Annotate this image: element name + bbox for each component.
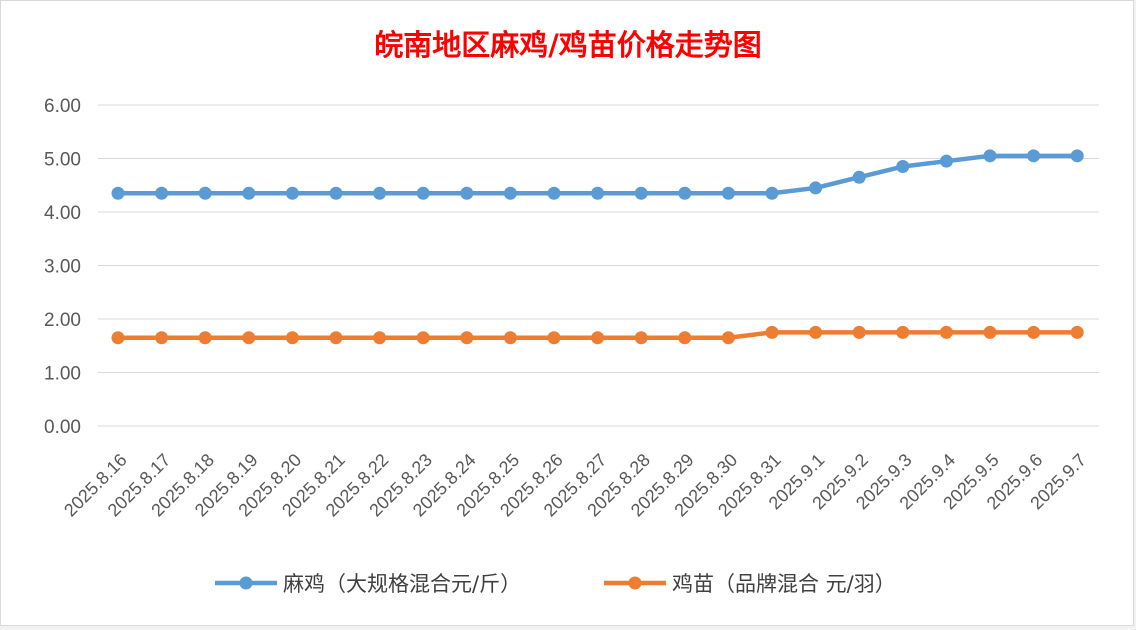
- data-point: [852, 170, 866, 184]
- data-point: [460, 186, 474, 200]
- legend-item: 鸡苗（品牌混合 元/羽）: [604, 572, 896, 596]
- chart-title: 皖南地区麻鸡/鸡苗价格走势图: [374, 28, 762, 62]
- data-point: [198, 186, 212, 200]
- data-point: [373, 186, 387, 200]
- data-point: [939, 325, 953, 339]
- legend-item: 麻鸡（大规格混合元/斤）: [215, 572, 521, 596]
- y-tick-label: 2.00: [44, 310, 81, 331]
- series-2: [111, 325, 1084, 345]
- legend-label: 麻鸡（大规格混合元/斤）: [283, 572, 521, 596]
- data-point: [983, 149, 997, 163]
- data-point: [416, 331, 430, 345]
- data-point: [242, 186, 256, 200]
- data-point: [591, 186, 605, 200]
- data-point: [503, 186, 517, 200]
- data-point: [547, 331, 561, 345]
- data-point: [983, 325, 997, 339]
- y-tick-label: 3.00: [44, 257, 81, 278]
- data-point: [155, 331, 169, 345]
- y-tick-label: 5.00: [44, 150, 81, 171]
- data-point: [329, 331, 343, 345]
- y-tick-label: 4.00: [44, 203, 81, 224]
- data-point: [765, 325, 779, 339]
- data-point: [111, 331, 125, 345]
- data-point: [765, 186, 779, 200]
- data-point: [721, 186, 735, 200]
- series-1: [111, 149, 1084, 200]
- data-point: [896, 325, 910, 339]
- legend-marker: [239, 576, 253, 590]
- data-point: [1027, 325, 1041, 339]
- data-point: [285, 186, 299, 200]
- series-layer: [111, 149, 1084, 345]
- data-point: [809, 181, 823, 195]
- data-point: [852, 325, 866, 339]
- data-point: [285, 331, 299, 345]
- legend: 麻鸡（大规格混合元/斤） 鸡苗（品牌混合 元/羽）: [215, 572, 896, 596]
- data-point: [896, 160, 910, 174]
- data-point: [503, 331, 517, 345]
- y-tick-label: 6.00: [44, 96, 81, 117]
- data-point: [198, 331, 212, 345]
- data-point: [809, 325, 823, 339]
- data-point: [329, 186, 343, 200]
- y-tick-label: 0.00: [44, 417, 81, 438]
- x-axis-tick-labels: 2025.8.162025.8.172025.8.182025.8.192025…: [60, 450, 1090, 521]
- data-point: [678, 186, 692, 200]
- data-point: [1070, 325, 1084, 339]
- data-point: [1070, 149, 1084, 163]
- y-axis-tick-labels: 0.00 1.00 2.00 3.00 4.00 5.00 6.00: [44, 96, 81, 438]
- data-point: [111, 186, 125, 200]
- data-point: [155, 186, 169, 200]
- data-point: [678, 331, 692, 345]
- data-point: [373, 331, 387, 345]
- legend-label: 鸡苗（品牌混合 元/羽）: [672, 572, 896, 596]
- data-point: [242, 331, 256, 345]
- data-point: [460, 331, 474, 345]
- legend-marker: [628, 576, 642, 590]
- data-point: [721, 331, 735, 345]
- data-point: [591, 331, 605, 345]
- data-point: [634, 186, 648, 200]
- data-point: [416, 186, 430, 200]
- data-point: [547, 186, 561, 200]
- y-tick-label: 1.00: [44, 364, 81, 385]
- data-point: [634, 331, 648, 345]
- data-point: [1027, 149, 1041, 163]
- grid-lines: [98, 104, 1099, 427]
- data-point: [939, 154, 953, 168]
